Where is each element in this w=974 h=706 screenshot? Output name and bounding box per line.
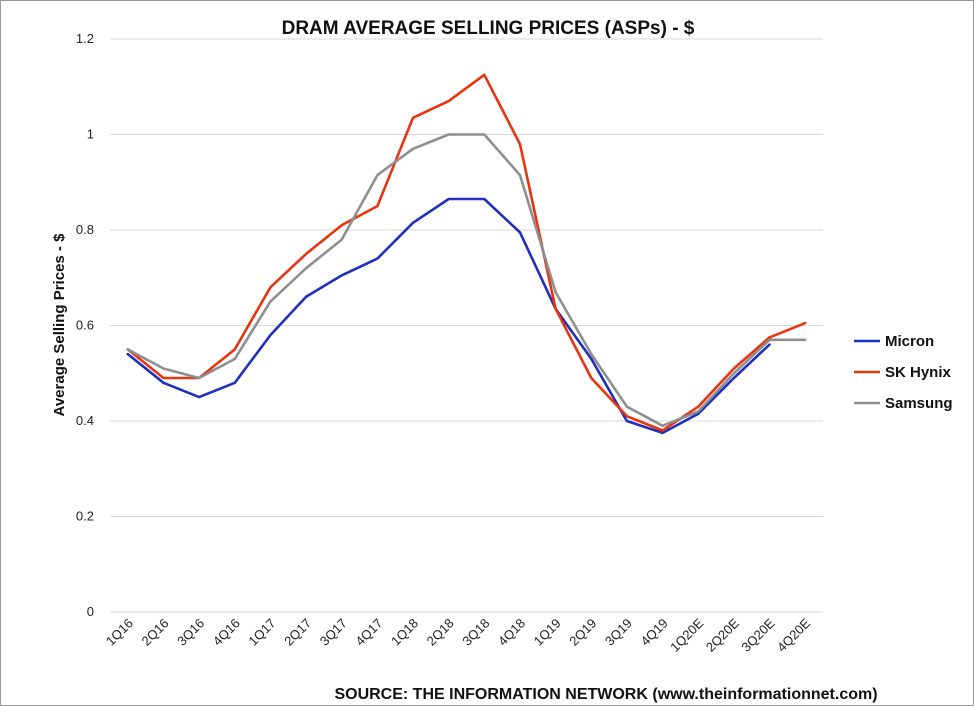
- x-tick-label: 2Q18: [424, 616, 457, 649]
- x-tick-label: 4Q19: [638, 616, 671, 649]
- y-tick-label: 0.4: [76, 413, 94, 428]
- x-tick-label: 1Q19: [531, 616, 564, 649]
- x-tick-label: 3Q20E: [738, 615, 777, 654]
- y-axis-ticks: 0 0.2 0.4 0.6 0.8 1 1.2: [76, 31, 94, 619]
- x-tick-label: 1Q18: [388, 616, 421, 649]
- x-tick-label: 4Q18: [495, 616, 528, 649]
- source-note: SOURCE: THE INFORMATION NETWORK (www.the…: [334, 686, 877, 703]
- x-tick-label: 1Q17: [245, 616, 278, 649]
- series-line-samsung: [126, 133, 807, 428]
- x-tick-label: 2Q20E: [703, 615, 742, 654]
- x-axis-ticks: 1Q16 2Q16 3Q16 4Q16 1Q17 2Q17 3Q17 4Q17 1Q18 2Q18…: [103, 615, 814, 654]
- chart-title: DRAM AVERAGE SELLING PRICES (ASPs) - $: [282, 18, 695, 39]
- x-tick-label: 4Q20E: [774, 615, 813, 654]
- y-tick-label: 0.6: [76, 318, 94, 333]
- series-lines: [126, 73, 807, 435]
- series-line-sk-hynix: [126, 73, 807, 432]
- series-line-micron: [126, 197, 771, 435]
- x-tick-label: 1Q16: [103, 616, 136, 649]
- x-tick-label: 1Q20E: [667, 615, 706, 654]
- x-tick-label: 3Q18: [459, 616, 492, 649]
- x-tick-label: 2Q19: [566, 616, 599, 649]
- legend-label: SK Hynix: [885, 364, 952, 381]
- x-tick-label: 3Q16: [174, 616, 207, 649]
- x-tick-label: 4Q17: [352, 616, 385, 649]
- legend-label: Samsung: [885, 395, 953, 412]
- legend-label: Micron: [885, 333, 934, 350]
- y-tick-label: 1: [87, 127, 94, 142]
- y-tick-label: 0: [87, 604, 94, 619]
- x-tick-label: 2Q17: [281, 616, 314, 649]
- gridlines: [110, 38, 823, 613]
- x-tick-label: 4Q16: [210, 616, 243, 649]
- legend: Micron SK Hynix Samsung: [854, 333, 953, 412]
- y-axis-label: Average Selling Prices - $: [51, 233, 68, 417]
- y-tick-label: 0.2: [76, 509, 94, 524]
- y-tick-label: 0.8: [76, 222, 94, 237]
- x-tick-label: 2Q16: [138, 616, 171, 649]
- y-tick-label: 1.2: [76, 31, 94, 46]
- x-tick-label: 3Q19: [602, 616, 635, 649]
- x-tick-label: 3Q17: [317, 616, 350, 649]
